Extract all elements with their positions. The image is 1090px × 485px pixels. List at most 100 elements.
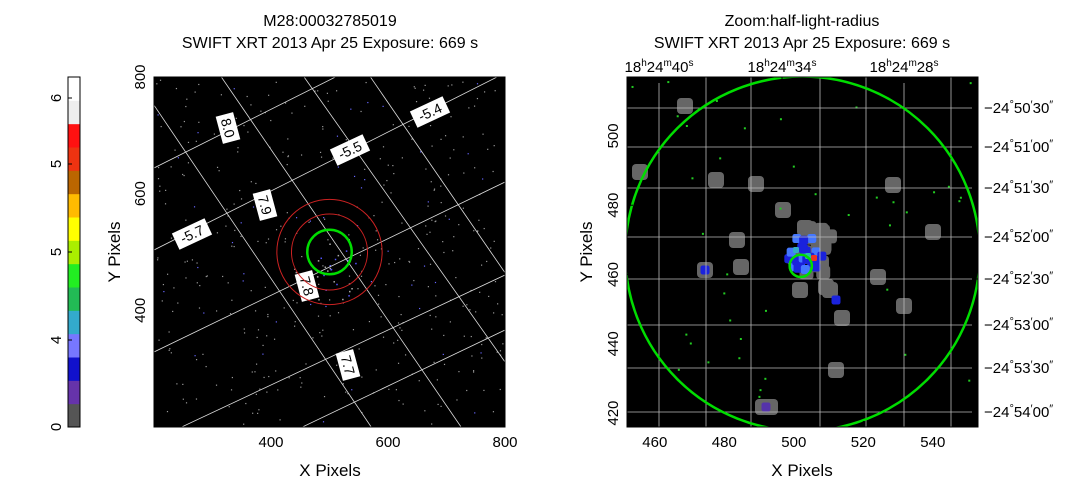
event-dot [434,281,437,284]
x-tick-label: 400 [258,434,283,451]
event-dot [483,389,485,392]
event-dot [447,85,449,87]
event-dot [322,265,324,267]
event-dot [367,101,369,104]
event-dot [382,336,385,338]
event-dot [300,154,303,156]
event-dot [299,377,301,379]
left-grid-labels: 8.0 -5.5 -5.4 7.9 -5.7 [171,96,451,381]
event-dot [282,151,284,153]
right-title: Zoom:half-light-radius [725,13,880,30]
event-pixel [759,389,762,392]
event-dot [397,322,400,324]
event-pixel [701,232,704,235]
event-dot [225,225,227,227]
event-dot [376,239,379,241]
event-dot [318,299,320,301]
event-pixel [875,196,878,199]
event-dot [182,383,184,385]
y-tick-label: 600 [132,181,149,206]
event-dot [398,295,400,298]
event-dot [275,81,277,83]
event-dot [205,275,207,278]
event-pixel [792,282,808,298]
right-regions [627,77,978,427]
event-dot [329,243,331,245]
event-dot [322,329,324,331]
event-dot [442,353,444,356]
event-pixel [764,309,767,312]
event-pixel [968,379,971,382]
event-dot [275,229,278,231]
event-dot [260,110,262,112]
colorbar-label: 0 [48,423,65,431]
event-dot [222,275,224,278]
event-pixel [779,207,782,210]
event-dot [350,108,352,110]
event-dot [324,218,326,220]
event-pixel [685,333,688,336]
grid-label-box [329,134,371,166]
event-dot [413,86,415,88]
event-dot [314,90,316,92]
region-circle [276,198,383,306]
event-dot [444,135,447,137]
grid-label-box [294,270,320,302]
colorbar-label: 6 [48,94,65,102]
left-subtitle: SWIFT XRT 2013 Apr 25 Exposure: 669 s [182,35,478,52]
event-dot [395,389,397,391]
event-dot [399,327,401,329]
event-dot [481,343,483,346]
event-dot [478,219,480,221]
event-dot [213,133,215,135]
colorbar-label: 5 [48,160,65,168]
event-dot [433,361,435,363]
event-dot [320,156,323,158]
event-pixel [847,214,850,217]
right-frame [626,76,979,428]
left-image [154,77,505,427]
event-dot [470,289,472,292]
colorbar-swatch [68,310,80,335]
event-dot [216,166,219,168]
event-dot [377,294,380,296]
region-circle [290,213,369,291]
event-dot [159,190,161,192]
event-dot [319,151,322,154]
event-pixel [886,288,889,291]
event-dot [254,371,256,373]
colorbar-swatches [68,77,80,428]
event-dot [399,258,401,260]
event-dot [383,184,385,186]
colorbar-label: 5 [48,248,65,256]
event-dot [425,168,427,170]
event-pixel [726,273,729,276]
event-dot [157,178,160,180]
colorbar-swatch [68,170,80,195]
event-dot [233,245,235,248]
event-dot [336,364,338,366]
event-pixel [685,124,688,127]
event-dot [337,254,340,257]
event-dot [380,248,383,250]
event-dot [347,259,349,262]
right-x-axis-label: X Pixels [771,461,832,480]
event-dot [243,332,246,334]
event-dot [233,203,235,205]
event-dot [255,182,257,185]
event-pixel [792,234,802,244]
event-dot [257,329,260,331]
dec-tick-label: −24°50′30″ [984,99,1053,117]
event-pixel [888,224,891,227]
event-dot [256,336,258,339]
event-dot [463,172,465,174]
dec-tick-label: −24°52′00″ [984,228,1053,246]
event-dot [231,241,234,244]
event-dot [277,389,279,391]
event-dot [388,263,390,265]
event-dot [483,91,486,93]
event-dot [295,217,298,219]
event-pixel [729,232,745,248]
left-x-axis-label: X Pixels [299,461,360,480]
event-dot [345,250,348,252]
